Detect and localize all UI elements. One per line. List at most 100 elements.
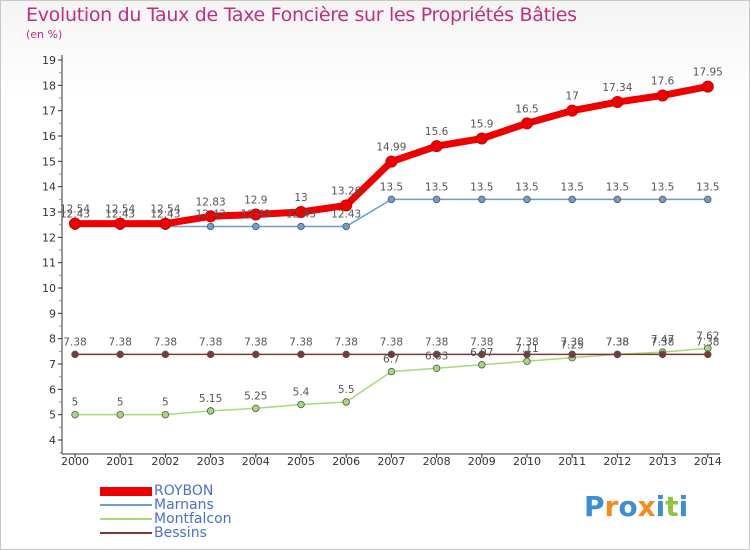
data-label-bessins: 7.38 (244, 336, 267, 348)
legend-swatch-montfalcon (100, 518, 152, 520)
data-point-bessins (342, 350, 350, 359)
x-tick-label: 2013 (649, 455, 677, 468)
data-point-montfalcon (342, 398, 350, 406)
legend-swatch-marnans (100, 504, 152, 506)
y-tick-label: 17 (42, 105, 56, 118)
data-point-roybon (295, 206, 307, 218)
data-point-bessins (206, 350, 215, 359)
y-tick-label: 7 (49, 358, 56, 371)
data-point-marnans (704, 195, 712, 204)
data-label-marnans: 12.43 (241, 208, 271, 220)
logo-letter: P (584, 490, 605, 523)
logo-letter: t (665, 490, 679, 523)
data-label-roybon: 12.54 (105, 204, 135, 216)
legend-item-montfalcon: Montfalcon (100, 511, 232, 527)
x-tick-label: 2007 (377, 455, 405, 468)
data-point-roybon (114, 217, 127, 230)
y-tick-label: 15 (42, 155, 56, 168)
data-label-marnans: 13.5 (651, 181, 674, 193)
legend-item-bessins: Bessins (100, 525, 232, 541)
data-label-roybon: 15.6 (425, 126, 449, 138)
data-label-bessins: 7.38 (696, 336, 719, 348)
data-label-roybon: 17.6 (651, 75, 675, 87)
data-point-bessins (432, 350, 441, 359)
data-label-marnans: 13.5 (470, 181, 493, 193)
data-label-marnans: 13.5 (561, 181, 584, 193)
data-label-montfalcon: 5.4 (293, 387, 310, 399)
data-point-marnans (252, 222, 260, 231)
data-point-roybon (656, 89, 669, 102)
y-tick-label: 16 (42, 130, 56, 143)
data-label-montfalcon: 5.25 (244, 390, 267, 402)
legend-label-montfalcon: Montfalcon (154, 511, 232, 527)
data-label-roybon: 13 (294, 192, 307, 204)
data-point-roybon (385, 155, 398, 168)
data-label-bessins: 7.38 (154, 336, 177, 348)
data-label-roybon: 12.83 (196, 196, 226, 208)
data-label-marnans: 13.5 (380, 181, 403, 193)
data-point-roybon (566, 104, 579, 117)
data-label-montfalcon: 7.25 (561, 340, 584, 352)
data-point-montfalcon (161, 410, 170, 419)
data-point-roybon (521, 117, 533, 130)
legend-item-roybon: ROYBON (100, 483, 232, 499)
data-label-montfalcon: 5 (117, 397, 124, 409)
data-point-marnans (387, 195, 396, 204)
x-tick-label: 2009 (468, 455, 496, 468)
data-point-roybon (340, 199, 353, 212)
y-tick-label: 12 (42, 231, 56, 244)
data-point-marnans (568, 195, 576, 204)
data-point-bessins (387, 350, 396, 359)
y-tick-label: 11 (42, 257, 56, 270)
data-label-montfalcon: 6.83 (425, 350, 448, 362)
x-tick-label: 2006 (332, 455, 360, 468)
data-point-bessins (704, 350, 712, 359)
y-tick-label: 14 (42, 181, 56, 194)
data-label-bessins: 7.38 (651, 336, 674, 348)
data-label-marnans: 13.5 (515, 181, 538, 193)
logo-letter: o (618, 490, 638, 523)
y-tick-label: 9 (49, 307, 56, 320)
data-label-roybon: 12.9 (244, 195, 267, 207)
legend-label-marnans: Marnans (154, 497, 214, 513)
x-tick-label: 2008 (423, 455, 451, 468)
data-point-montfalcon (432, 364, 441, 373)
data-point-marnans (342, 222, 350, 231)
legend-label-bessins: Bessins (154, 525, 207, 541)
data-point-bessins (116, 350, 124, 359)
data-point-roybon (204, 210, 217, 223)
data-point-montfalcon (523, 357, 531, 365)
data-point-bessins (252, 350, 260, 359)
data-label-bessins: 7.38 (470, 336, 493, 348)
data-point-marnans (613, 195, 622, 204)
data-label-roybon: 13.26 (331, 185, 361, 197)
data-label-marnans: 12.43 (105, 208, 135, 220)
y-tick-label: 18 (42, 79, 56, 92)
legend: ROYBON Marnans Montfalcon Bessins (100, 483, 232, 541)
y-tick-label: 5 (49, 409, 56, 422)
data-point-montfalcon (387, 367, 396, 376)
data-label-montfalcon: 5.15 (199, 393, 222, 405)
chart-subtitle: (en %) (26, 28, 63, 41)
legend-label-roybon: ROYBON (154, 483, 214, 499)
data-point-marnans (523, 195, 531, 204)
data-point-roybon (611, 96, 624, 109)
data-label-bessins: 7.38 (109, 336, 132, 348)
data-point-marnans (297, 222, 305, 231)
data-point-bessins (523, 350, 531, 359)
x-tick-label: 2012 (603, 455, 631, 468)
legend-swatch-bessins (100, 532, 152, 534)
y-tick-label: 19 (42, 54, 56, 67)
data-point-marnans (478, 195, 486, 204)
data-label-marnans: 12.43 (331, 208, 361, 220)
data-label-bessins: 7.38 (380, 336, 403, 348)
proxiti-logo: Proxiti (584, 490, 688, 523)
data-label-montfalcon: 5 (72, 397, 79, 409)
data-label-bessins: 7.38 (606, 336, 629, 348)
logo-letter: i (678, 490, 689, 523)
data-label-marnans: 13.5 (696, 181, 719, 193)
data-point-marnans (206, 222, 215, 231)
x-tick-label: 2000 (61, 455, 89, 468)
